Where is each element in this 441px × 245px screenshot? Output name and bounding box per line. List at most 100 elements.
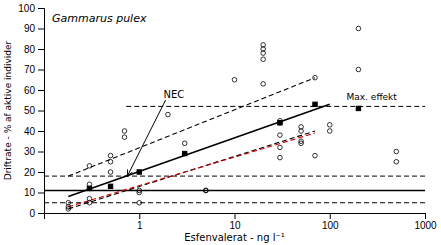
point-circle xyxy=(313,75,318,80)
point-circle xyxy=(122,129,127,134)
point-circle xyxy=(356,67,361,72)
x-axis-title: Esfenvalerat - ng l⁻¹ xyxy=(184,232,285,243)
annotation-arrow xyxy=(127,100,165,176)
x-tick-mark xyxy=(235,213,236,219)
x-tick-mark xyxy=(139,213,140,219)
y-tick-label: 30 xyxy=(24,146,36,157)
x-axis-line xyxy=(45,214,426,220)
point-circle xyxy=(204,188,209,193)
point-circle xyxy=(204,188,209,193)
y-tick-label: 60 xyxy=(24,85,36,96)
point-circle xyxy=(137,188,142,193)
y-tick-mark xyxy=(38,8,44,9)
reference-line xyxy=(126,106,425,107)
x-axis: 1 10 100 1000 xyxy=(45,213,438,231)
x-tick-mark xyxy=(330,213,331,219)
point-circle xyxy=(299,129,304,134)
annotation: Max. effekt xyxy=(347,92,398,102)
point-circle xyxy=(261,43,266,48)
y-axis-title: Driftrate - % af aktive individer xyxy=(3,40,13,180)
point-circle xyxy=(278,133,283,138)
y-tick-label: 70 xyxy=(24,64,36,75)
point-circle xyxy=(299,139,304,144)
point-square xyxy=(137,170,141,174)
point-circle xyxy=(278,121,283,126)
y-tick: 80 xyxy=(24,44,44,55)
y-tick-mark xyxy=(38,193,44,194)
y-tick: 90 xyxy=(24,23,44,34)
point-square xyxy=(108,184,112,188)
y-tick-mark xyxy=(38,131,44,132)
point-circle xyxy=(327,123,332,128)
point-circle xyxy=(182,141,187,146)
y-tick: 60 xyxy=(24,85,44,96)
point-circle xyxy=(327,129,332,134)
y-tick: 50 xyxy=(24,105,44,116)
line xyxy=(68,133,315,207)
point-circle xyxy=(137,200,142,205)
y-tick-mark xyxy=(38,172,44,173)
point-square xyxy=(356,106,360,110)
y-tick-mark xyxy=(38,49,44,50)
y-tick-label: 100 xyxy=(18,3,35,14)
reference-line xyxy=(44,202,425,203)
y-tick-mark xyxy=(38,90,44,91)
y-tick-label: 90 xyxy=(24,23,36,34)
line xyxy=(68,131,315,209)
y-tick: 20 xyxy=(24,167,44,178)
y-tick-mark xyxy=(38,213,44,214)
point-circle xyxy=(66,207,71,212)
y-tick: 40 xyxy=(24,126,44,137)
point-square xyxy=(182,151,186,155)
x-tick-label: 10 xyxy=(229,220,241,231)
point-square xyxy=(87,186,91,190)
point-circle xyxy=(394,159,399,164)
point-circle xyxy=(166,112,171,117)
point-circle xyxy=(108,153,113,158)
chart: 1 10 100 1000 0 10 20 30 40 50 60 70 80 90 100 Esfenval… xyxy=(0,0,441,245)
point-circle xyxy=(87,196,92,201)
line xyxy=(68,78,315,176)
y-tick-label: 10 xyxy=(24,187,36,198)
title: Gammarus pulex xyxy=(52,12,147,25)
y-tick: 10 xyxy=(24,187,44,198)
y-tick-mark xyxy=(38,152,44,153)
point-circle xyxy=(87,164,92,169)
x-tick: 100 xyxy=(322,213,339,231)
line xyxy=(68,104,329,196)
y-axis: 0 10 20 30 40 50 60 70 80 90 100 xyxy=(18,3,44,219)
point-circle xyxy=(261,82,266,87)
point-circle xyxy=(122,135,127,140)
point-circle xyxy=(66,200,71,205)
y-tick: 100 xyxy=(18,3,44,14)
point-circle xyxy=(394,149,399,154)
reference-line xyxy=(44,176,425,177)
y-axis-line xyxy=(38,9,45,214)
point-circle xyxy=(232,77,237,82)
x-tick-mark xyxy=(425,213,426,219)
y-tick-mark xyxy=(38,111,44,112)
y-tick: 30 xyxy=(24,146,44,157)
reference-line xyxy=(44,190,425,192)
annotation: NEC xyxy=(164,89,185,100)
point-circle xyxy=(278,145,283,150)
x-tick: 1 xyxy=(137,213,143,231)
point-circle xyxy=(278,155,283,160)
point-square xyxy=(278,121,282,125)
x-tick-label: 1000 xyxy=(414,220,437,231)
x-tick-label: 1 xyxy=(137,220,143,231)
point-circle xyxy=(356,26,361,31)
y-tick-mark xyxy=(38,70,44,71)
y-tick-label: 0 xyxy=(29,208,35,219)
plot-area xyxy=(44,26,425,211)
y-tick-label: 20 xyxy=(24,167,36,178)
point-square xyxy=(313,102,317,106)
y-tick-label: 50 xyxy=(24,105,36,116)
y-tick-label: 80 xyxy=(24,44,36,55)
x-tick-label: 100 xyxy=(322,220,339,231)
x-tick: 10 xyxy=(229,213,241,231)
point-circle xyxy=(313,153,318,158)
y-tick-label: 40 xyxy=(24,126,36,137)
point-circle xyxy=(108,170,113,175)
y-tick-mark xyxy=(38,29,44,30)
